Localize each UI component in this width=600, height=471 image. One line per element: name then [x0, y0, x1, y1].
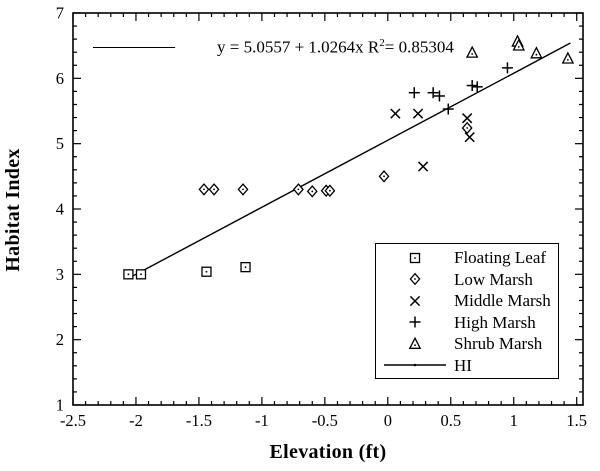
- triangle-marker-icon: [376, 336, 454, 352]
- svg-text:0.5: 0.5: [440, 411, 461, 430]
- equation-label: y = 5.0557 + 1.0264x R2= 0.85304: [93, 36, 454, 58]
- svg-text:-2: -2: [129, 411, 143, 430]
- svg-text:3: 3: [56, 265, 64, 284]
- svg-text:-0.5: -0.5: [312, 411, 338, 430]
- svg-text:-1.5: -1.5: [186, 411, 212, 430]
- legend-item-middle-marsh: Middle Marsh: [376, 290, 558, 312]
- legend-item-hi: HI: [376, 355, 558, 377]
- legend-box: Floating Leaf Low Marsh Middle Marsh Hig…: [375, 243, 559, 379]
- svg-text:2: 2: [56, 330, 64, 349]
- svg-text:7: 7: [56, 4, 64, 23]
- svg-text:1: 1: [56, 396, 64, 415]
- legend-item-label: Shrub Marsh: [454, 334, 543, 354]
- svg-text:6: 6: [56, 69, 64, 88]
- fit-line-sample-icon: [93, 46, 175, 48]
- svg-text:4: 4: [56, 200, 64, 219]
- plus-marker-icon: [376, 314, 454, 330]
- legend-item-shrub-marsh: Shrub Marsh: [376, 333, 558, 355]
- svg-text:0: 0: [384, 411, 392, 430]
- legend-item-label: High Marsh: [454, 312, 536, 332]
- svg-text:1.5: 1.5: [566, 411, 587, 430]
- svg-text:-1: -1: [255, 411, 269, 430]
- svg-text:-2.5: -2.5: [60, 411, 86, 430]
- legend-item-label: Middle Marsh: [454, 291, 551, 311]
- diamond-marker-icon: [376, 271, 454, 287]
- svg-text:5: 5: [56, 134, 64, 153]
- line-marker-icon: [376, 358, 454, 372]
- legend-item-label: HI: [454, 355, 472, 375]
- legend-item-label: Low Marsh: [454, 269, 533, 289]
- legend-item-high-marsh: High Marsh: [376, 312, 558, 334]
- equation-text: y = 5.0557 + 1.0264x R2= 0.85304: [217, 36, 454, 57]
- legend-item-label: Floating Leaf: [454, 248, 547, 268]
- legend-item-low-marsh: Low Marsh: [376, 269, 558, 291]
- x-axis-title: Elevation (ft): [269, 441, 387, 463]
- x-marker-icon: [376, 293, 454, 309]
- legend-item-floating-leaf: Floating Leaf: [376, 247, 558, 269]
- svg-text:1: 1: [510, 411, 518, 430]
- y-axis-title: Habitat Index: [2, 148, 24, 272]
- square-marker-icon: [376, 250, 454, 266]
